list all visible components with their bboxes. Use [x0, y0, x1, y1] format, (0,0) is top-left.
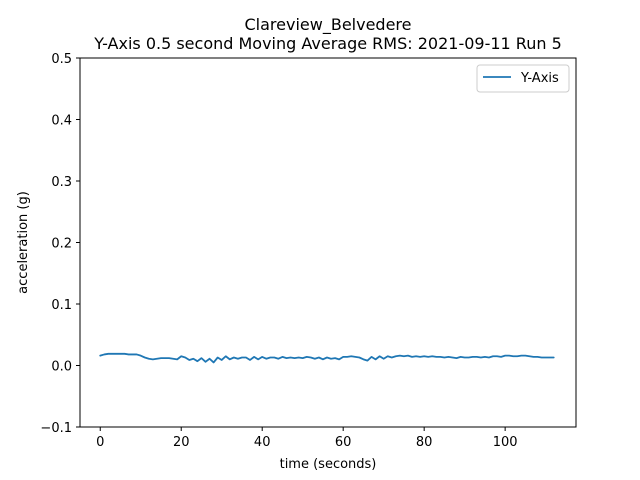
y-tick-label: 0.1 [51, 298, 72, 313]
x-tick-label: 60 [335, 435, 352, 450]
chart-title-line-2: Y-Axis 0.5 second Moving Average RMS: 20… [93, 34, 562, 53]
y-tick-label: 0.2 [51, 237, 72, 252]
x-tick-label: 100 [493, 435, 518, 450]
x-tick-label: 40 [254, 435, 271, 450]
legend-box [476, 64, 570, 93]
x-tick-label: 20 [173, 435, 190, 450]
y-tick-label: −0.1 [40, 421, 72, 436]
legend: Y-Axis [476, 64, 570, 93]
x-tick-label: 0 [96, 435, 104, 450]
x-tick-label: 80 [416, 435, 433, 450]
x-axis-ticks: 0 20 40 60 80 100 [96, 427, 518, 450]
chart-title-line-1: Clareview_Belvedere [245, 15, 412, 35]
plot-area [80, 58, 576, 427]
y-axis-ticks: −0.1 0.0 0.1 0.2 0.3 0.4 0.5 [40, 52, 80, 436]
y-tick-label: 0.5 [51, 52, 72, 67]
y-axis-title: acceleration (g) [16, 191, 31, 294]
legend-label-y-axis: Y-Axis [520, 71, 559, 86]
x-axis-title: time (seconds) [280, 457, 377, 472]
y-tick-label: 0.0 [51, 360, 72, 375]
plot-frame [79, 57, 577, 428]
y-tick-label: 0.4 [51, 114, 72, 129]
series-line-y-axis [99, 352, 555, 364]
y-tick-label: 0.3 [51, 175, 72, 190]
